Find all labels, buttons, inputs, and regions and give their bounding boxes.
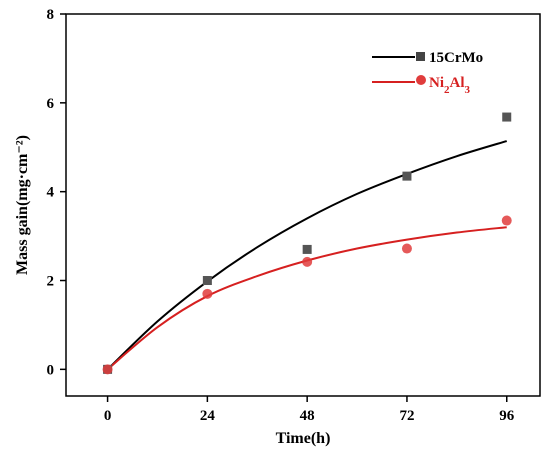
- legend-marker-ni2al3: [416, 75, 426, 85]
- y-axis-title: Mass gain(mg·cm⁻²): [14, 135, 31, 275]
- data-point-circle: [102, 364, 113, 375]
- y-tick-label: 4: [47, 185, 55, 201]
- data-point-circle: [302, 256, 313, 267]
- y-tick-label: 8: [47, 7, 55, 23]
- x-tick-label: 96: [499, 408, 515, 424]
- data-point-square: [202, 276, 212, 286]
- data-point-circle: [202, 288, 213, 299]
- legend-label-15crmo: 15CrMo: [429, 50, 483, 66]
- legend-label-ni2al3: Ni2Al3: [429, 75, 471, 96]
- y-tick-label: 0: [47, 362, 55, 378]
- x-tick-label: 72: [399, 408, 414, 424]
- x-tick-label: 0: [104, 408, 112, 424]
- legend-marker-15crmo: [416, 52, 425, 61]
- legend: 15CrMo Ni2Al3: [372, 50, 483, 96]
- data-point-square: [402, 171, 412, 181]
- data-point-square: [302, 244, 312, 254]
- plot-frame: [65, 13, 541, 397]
- x-tick-label: 48: [300, 408, 315, 424]
- x-axis-title: Time(h): [276, 430, 331, 447]
- data-point-square: [502, 112, 512, 122]
- y-tick-label: 6: [47, 96, 55, 112]
- fit-lines: [106, 140, 508, 371]
- y-tick-label: 2: [47, 274, 55, 290]
- data-markers: [102, 112, 512, 375]
- data-point-circle: [501, 215, 512, 226]
- fit-line-series-0: [106, 140, 508, 371]
- data-point-circle: [401, 243, 412, 254]
- x-tick-label: 24: [200, 408, 216, 424]
